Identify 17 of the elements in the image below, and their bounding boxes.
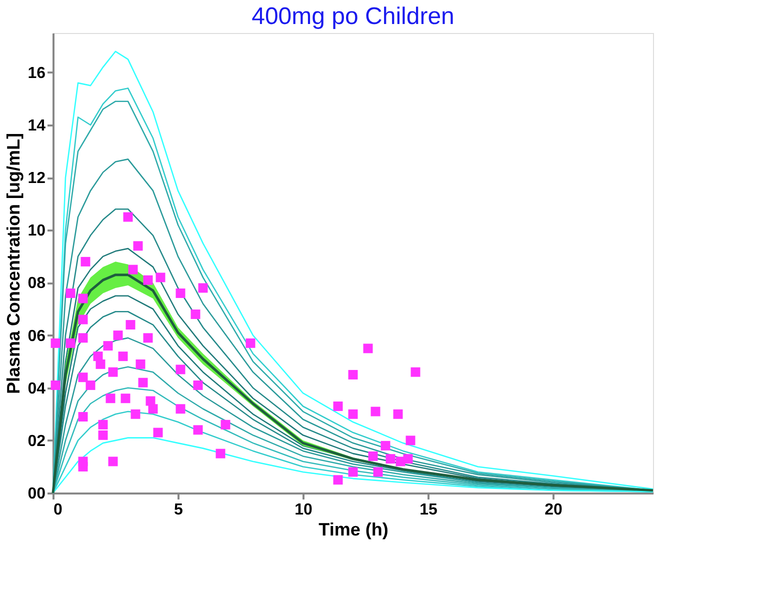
y-tick-label: 04 [28, 380, 46, 398]
y-tick-label: 00 [28, 486, 46, 502]
y-tick-label: 12 [28, 170, 46, 188]
x-axis-title: Time (h) [318, 520, 388, 540]
y-tick-label: 10 [28, 222, 46, 240]
y-tick-label: 08 [28, 275, 46, 292]
x-tick-label: 10 [294, 502, 312, 518]
x-tick-label: 0 [54, 502, 62, 518]
x-tick-label: 15 [420, 502, 438, 518]
y-tick-label: 06 [28, 328, 46, 345]
y-axis-title: Plasma Concentration [ug/mL] [4, 132, 24, 394]
y-tick-label: 02 [28, 432, 46, 450]
x-tick-label: 20 [544, 502, 562, 518]
y-tick-label: 14 [28, 118, 46, 134]
chart-title: 400mg po Children [252, 3, 454, 30]
y-tick-label: 16 [28, 64, 46, 82]
x-tick-label: 5 [174, 502, 184, 518]
